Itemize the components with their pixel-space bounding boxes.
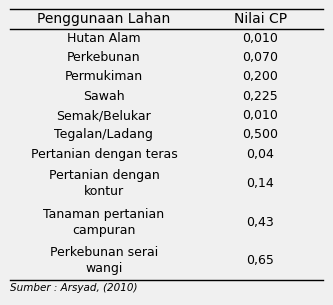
Text: Penggunaan Lahan: Penggunaan Lahan [37,12,170,26]
Text: Hutan Alam: Hutan Alam [67,32,141,45]
Text: 0,65: 0,65 [246,254,274,267]
Text: 0,500: 0,500 [242,128,278,142]
Text: Pertanian dengan teras: Pertanian dengan teras [31,148,177,161]
Text: Nilai CP: Nilai CP [234,12,287,26]
Text: 0,200: 0,200 [242,70,278,83]
Text: Pertanian dengan
kontur: Pertanian dengan kontur [49,169,159,198]
Text: 0,225: 0,225 [242,90,278,103]
Text: Tegalan/Ladang: Tegalan/Ladang [55,128,153,142]
Text: Semak/Belukar: Semak/Belukar [57,109,151,122]
Text: 0,010: 0,010 [242,109,278,122]
Text: 0,14: 0,14 [246,177,274,190]
Text: 0,43: 0,43 [246,216,274,228]
Text: Permukiman: Permukiman [65,70,143,83]
Text: 0,010: 0,010 [242,32,278,45]
Text: 0,04: 0,04 [246,148,274,161]
Text: Perkebunan serai
wangi: Perkebunan serai wangi [50,246,158,275]
Text: 0,070: 0,070 [242,51,278,64]
Text: Tanaman pertanian
campuran: Tanaman pertanian campuran [43,207,165,236]
Text: Sumber : Arsyad, (2010): Sumber : Arsyad, (2010) [10,283,138,293]
Text: Perkebunan: Perkebunan [67,51,141,64]
Text: Sawah: Sawah [83,90,125,103]
